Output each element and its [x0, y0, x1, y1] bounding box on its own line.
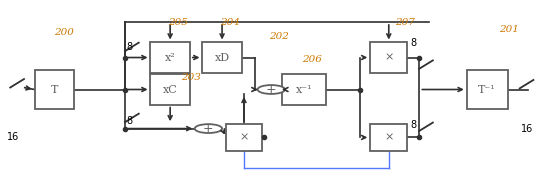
Text: ×: × [384, 52, 393, 62]
FancyBboxPatch shape [370, 42, 407, 73]
Text: xC: xC [163, 84, 178, 95]
Text: 206: 206 [302, 55, 322, 64]
Text: ×: × [384, 132, 393, 142]
FancyBboxPatch shape [282, 74, 326, 105]
Text: 207: 207 [395, 18, 415, 26]
FancyBboxPatch shape [151, 74, 190, 105]
FancyBboxPatch shape [226, 124, 262, 151]
FancyBboxPatch shape [151, 42, 190, 73]
Text: x⁻¹: x⁻¹ [296, 84, 312, 95]
Text: 202: 202 [270, 32, 289, 41]
FancyBboxPatch shape [370, 124, 407, 151]
Text: ×: × [239, 132, 249, 142]
FancyBboxPatch shape [202, 42, 242, 73]
Text: 203: 203 [181, 72, 201, 82]
Text: x²: x² [165, 52, 175, 62]
Text: 204: 204 [220, 18, 240, 26]
Text: T⁻¹: T⁻¹ [478, 84, 496, 95]
Text: 16: 16 [7, 132, 19, 142]
Text: +: + [203, 122, 214, 135]
Text: 16: 16 [521, 124, 533, 134]
Text: T: T [50, 84, 58, 95]
Text: 8: 8 [411, 120, 417, 130]
Text: +: + [266, 83, 277, 96]
Circle shape [195, 124, 222, 133]
Text: 8: 8 [127, 42, 133, 52]
Text: 8: 8 [411, 38, 417, 48]
Text: 8: 8 [127, 117, 133, 127]
FancyBboxPatch shape [35, 70, 74, 109]
FancyBboxPatch shape [467, 70, 507, 109]
Text: xD: xD [214, 52, 230, 62]
Circle shape [258, 85, 285, 94]
Text: 200: 200 [54, 28, 73, 37]
Text: 201: 201 [499, 25, 519, 34]
Text: 205: 205 [168, 18, 189, 26]
